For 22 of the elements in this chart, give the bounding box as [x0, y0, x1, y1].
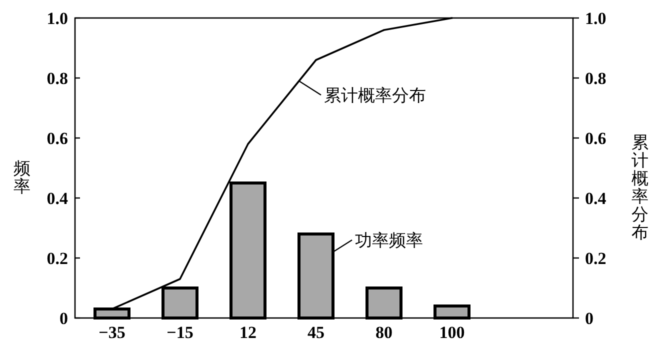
y2-tick-label: 1.0 [585, 9, 606, 28]
y-tick-label: 1.0 [46, 9, 68, 28]
x-tick-label: 12 [240, 323, 256, 342]
x-tick-label: −15 [166, 323, 194, 342]
x-tick-label: 80 [376, 323, 392, 342]
y2-tick-label: 0 [585, 309, 594, 328]
y-tick-label: 0 [60, 309, 68, 328]
y-axis-title: 频率 [14, 159, 30, 196]
y2-tick-label: 0.4 [585, 189, 607, 208]
y2-tick-label: 0.8 [585, 69, 606, 88]
x-tick-label: 45 [308, 323, 324, 342]
legend-label: 累计概率分布 [324, 86, 426, 105]
y-tick-label: 0.6 [46, 129, 68, 148]
y2-tick-label: 0.2 [585, 249, 606, 268]
x-tick-label: −35 [98, 323, 126, 342]
legend-label: 功率频率 [355, 231, 423, 250]
y-tick-label: 0.8 [46, 69, 68, 88]
x-tick-label: 100 [439, 323, 465, 342]
y-tick-label: 0.2 [46, 249, 68, 268]
y2-tick-label: 0.6 [585, 129, 606, 148]
y-tick-label: 0.4 [46, 189, 68, 208]
y2-axis-title: 累计概率分布 [632, 133, 648, 242]
